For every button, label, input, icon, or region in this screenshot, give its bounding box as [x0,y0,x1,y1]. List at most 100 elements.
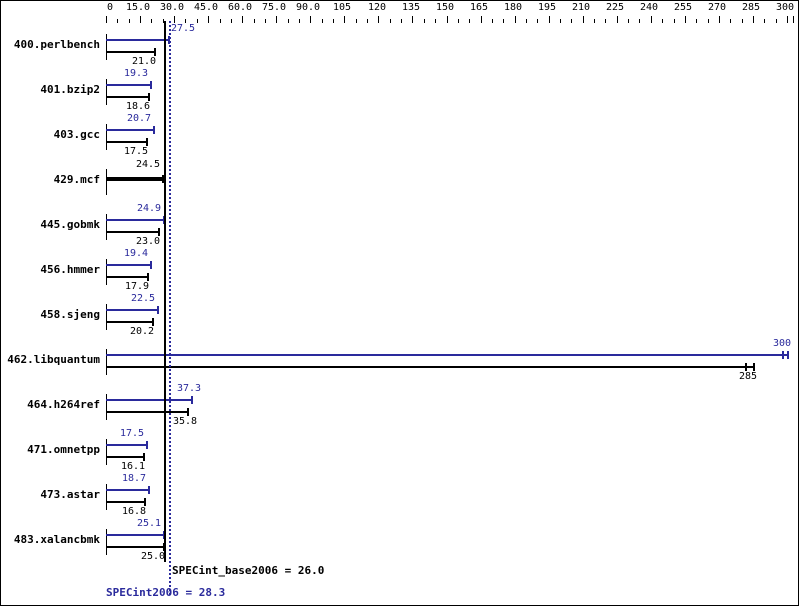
major-tick [140,16,141,23]
base-value-label: 17.9 [125,281,150,292]
base-value-label: 35.8 [173,416,198,427]
minor-tick [390,19,391,23]
x-tick-label: 15.0 [125,2,151,13]
base-value-label: 21.0 [132,56,157,67]
peak-endcap [146,441,148,449]
row-axis-segment [106,394,107,420]
minor-tick [605,19,606,23]
minor-tick [197,19,198,23]
peak-bar [106,399,191,401]
minor-tick [333,19,334,23]
base-bar [106,96,149,98]
x-tick-label: 90.0 [295,2,321,13]
benchmark-label: 458.sjeng [40,308,100,321]
major-tick [412,16,413,23]
minor-tick [435,19,436,23]
peak-bar [106,534,163,536]
peak-endcap [153,126,155,134]
x-tick-label: 270 [707,2,727,13]
base-bar [106,231,159,233]
peak-endcap [148,486,150,494]
bar-endcap [162,175,164,183]
row-axis-segment [106,304,107,330]
x-tick-label: 255 [673,2,693,13]
peak-endcap-range [782,351,784,359]
base-bar [106,321,152,323]
x-tick-label: 225 [605,2,625,13]
base-value-label: 16.1 [121,461,146,472]
major-tick [310,16,311,23]
base-endcap [143,453,145,461]
major-tick [617,16,618,23]
minor-tick [231,19,232,23]
peak-value-label: 24.9 [137,203,162,214]
base-endcap [144,498,146,506]
minor-tick [424,19,425,23]
minor-tick [764,19,765,23]
peak-value-label: 20.7 [127,113,152,124]
x-tick-label: 60.0 [227,2,253,13]
peak-value-label: 17.5 [120,428,145,439]
base-endcap [152,318,154,326]
peak-value-label: 18.7 [122,473,147,484]
peak-summary-label: SPECint2006 = 28.3 [106,586,226,599]
base-summary-label: SPECint_base2006 = 26.0 [172,564,325,577]
minor-tick [185,19,186,23]
minor-tick [628,19,629,23]
minor-tick [299,19,300,23]
minor-tick [469,19,470,23]
benchmark-label: 473.astar [40,488,100,501]
minor-tick [220,19,221,23]
base-bar [106,366,753,368]
base-bar [106,51,154,53]
base-value-label: 16.8 [122,506,147,517]
base-value-label: 24.5 [136,159,161,170]
minor-tick [322,19,323,23]
x-tick-label: 285 [741,2,761,13]
base-endcap [753,363,755,371]
axis-end-tick [793,16,794,23]
major-tick [549,16,550,23]
major-tick [685,16,686,23]
base-bar [106,456,143,458]
base-endcap [148,93,150,101]
peak-endcap [150,81,152,89]
minor-tick [776,19,777,23]
major-tick [378,16,379,23]
minor-tick [458,19,459,23]
minor-tick [117,19,118,23]
row-axis-segment [106,34,107,60]
minor-tick [288,19,289,23]
base-endcap [154,48,156,56]
base-endcap [187,408,189,416]
peak-bar [106,264,151,266]
base-endcap [158,228,160,236]
minor-tick [492,19,493,23]
base-bar [106,546,163,548]
major-tick [344,16,345,23]
minor-tick [367,19,368,23]
major-tick [515,16,516,23]
x-tick-label: 75.0 [261,2,287,13]
major-tick [242,16,243,23]
major-tick [174,16,175,23]
base-endcap [146,138,148,146]
minor-tick [265,19,266,23]
x-tick-label: 135 [401,2,421,13]
base-value-label: 23.0 [136,236,161,247]
benchmark-label: 483.xalancbmk [13,533,100,546]
minor-tick [696,19,697,23]
x-tick-label: 30.0 [159,2,185,13]
peak-bar [106,309,158,311]
benchmark-label: 456.hmmer [40,263,100,276]
peak-value-label: 19.3 [124,68,149,79]
base-value-label: 17.5 [124,146,149,157]
row-axis-segment [106,529,107,555]
peak-endcap [787,351,789,359]
row-axis-segment [106,169,107,195]
benchmark-label: 445.gobmk [40,218,100,231]
peak-endcap [150,261,152,269]
minor-tick [571,19,572,23]
base-endcap [147,273,149,281]
x-tick-label: 165 [469,2,489,13]
